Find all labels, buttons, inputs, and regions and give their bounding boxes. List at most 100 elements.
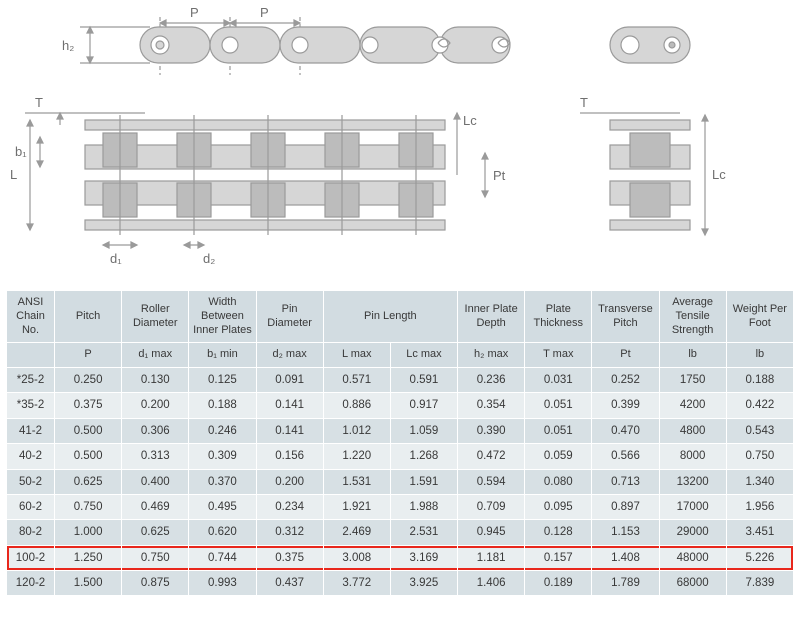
cell: 100-2 [7,545,55,570]
cell: 5.226 [726,545,793,570]
cell: 0.312 [256,520,323,545]
cell: 0.313 [122,444,189,469]
header-row-1: ANSI Chain No. Pitch Roller Diameter Wid… [7,291,794,343]
spec-table-wrap: ANSI Chain No. Pitch Roller Diameter Wid… [0,290,800,596]
cell: 1.531 [323,469,390,494]
cell: 0.437 [256,571,323,596]
cell: 0.945 [458,520,525,545]
cell: 0.543 [726,418,793,443]
cell: 1.268 [390,444,457,469]
cell: 0.234 [256,494,323,519]
table-row: 120-21.5000.8750.9930.4373.7723.9251.406… [7,571,794,596]
cell: 1.956 [726,494,793,519]
s1: P [55,343,122,368]
diagram-svg: P P h₂ [0,0,800,290]
cell: 0.375 [55,393,122,418]
cell: 0.495 [189,494,256,519]
cell: 0.080 [525,469,592,494]
cell: 0.625 [122,520,189,545]
cell: 0.566 [592,444,659,469]
cell: 0.157 [525,545,592,570]
cell: 0.399 [592,393,659,418]
h-wt: Weight Per Foot [726,291,793,343]
cell: 68000 [659,571,726,596]
cell: 4200 [659,393,726,418]
cell: 0.390 [458,418,525,443]
cell: 0.422 [726,393,793,418]
cell: *35-2 [7,393,55,418]
h-pinlen: Pin Length [323,291,457,343]
s11: lb [726,343,793,368]
cell: 1.059 [390,418,457,443]
cell: 0.156 [256,444,323,469]
s5: L max [323,343,390,368]
cell: 0.252 [592,368,659,393]
cell: 0.306 [122,418,189,443]
h-width: Width Between Inner Plates [189,291,256,343]
cell: 120-2 [7,571,55,596]
cell: 3.925 [390,571,457,596]
cell: 1.408 [592,545,659,570]
cell: 0.591 [390,368,457,393]
cell: 0.500 [55,418,122,443]
svg-text:d₁: d₁ [110,251,122,266]
cell: 0.188 [189,393,256,418]
cell: 60-2 [7,494,55,519]
h-depth: Inner Plate Depth [458,291,525,343]
cell: *25-2 [7,368,55,393]
cell: 0.750 [122,545,189,570]
cell: 0.051 [525,393,592,418]
cell: 1.406 [458,571,525,596]
cell: 0.470 [592,418,659,443]
cell: 8000 [659,444,726,469]
cell: 1.988 [390,494,457,519]
svg-text:h₂: h₂ [62,38,74,53]
cell: 3.169 [390,545,457,570]
header-row-2: P d₁ max b₁ min d₂ max L max Lc max h₂ m… [7,343,794,368]
cell: 1750 [659,368,726,393]
cell: 1.181 [458,545,525,570]
cell: 0.875 [122,571,189,596]
spec-table: ANSI Chain No. Pitch Roller Diameter Wid… [6,290,794,596]
cell: 0.236 [458,368,525,393]
cell: 29000 [659,520,726,545]
cell: 1.000 [55,520,122,545]
s10: lb [659,343,726,368]
table-row: 80-21.0000.6250.6200.3122.4692.5310.9450… [7,520,794,545]
cell: 48000 [659,545,726,570]
cell: 40-2 [7,444,55,469]
table-row: 60-20.7500.4690.4950.2341.9211.9880.7090… [7,494,794,519]
cell: 0.625 [55,469,122,494]
cell: 1.250 [55,545,122,570]
cell: 0.128 [525,520,592,545]
cell: 3.008 [323,545,390,570]
s8: T max [525,343,592,368]
cell: 0.095 [525,494,592,519]
cell: 1.921 [323,494,390,519]
cell: 0.917 [390,393,457,418]
svg-text:L: L [10,167,17,182]
s7: h₂ max [458,343,525,368]
chain-diagram: P P h₂ [0,0,800,290]
cell: 0.125 [189,368,256,393]
cell: 80-2 [7,520,55,545]
table-row: 50-20.6250.4000.3700.2001.5311.5910.5940… [7,469,794,494]
cell: 50-2 [7,469,55,494]
svg-text:Lc: Lc [712,167,726,182]
cell: 1.500 [55,571,122,596]
h-thick: Plate Thickness [525,291,592,343]
table-row: 41-20.5000.3060.2460.1411.0121.0590.3900… [7,418,794,443]
cell: 0.500 [55,444,122,469]
svg-text:P: P [260,5,269,20]
cell: 0.370 [189,469,256,494]
s6: Lc max [390,343,457,368]
table-row: 100-21.2500.7500.7440.3753.0083.1691.181… [7,545,794,570]
cell: 0.469 [122,494,189,519]
table-row: 40-20.5000.3130.3090.1561.2201.2680.4720… [7,444,794,469]
svg-text:Lc: Lc [463,113,477,128]
cell: 0.744 [189,545,256,570]
cell: 0.750 [55,494,122,519]
h-tens: Average Tensile Strength [659,291,726,343]
cell: 1.591 [390,469,457,494]
cell: 0.594 [458,469,525,494]
